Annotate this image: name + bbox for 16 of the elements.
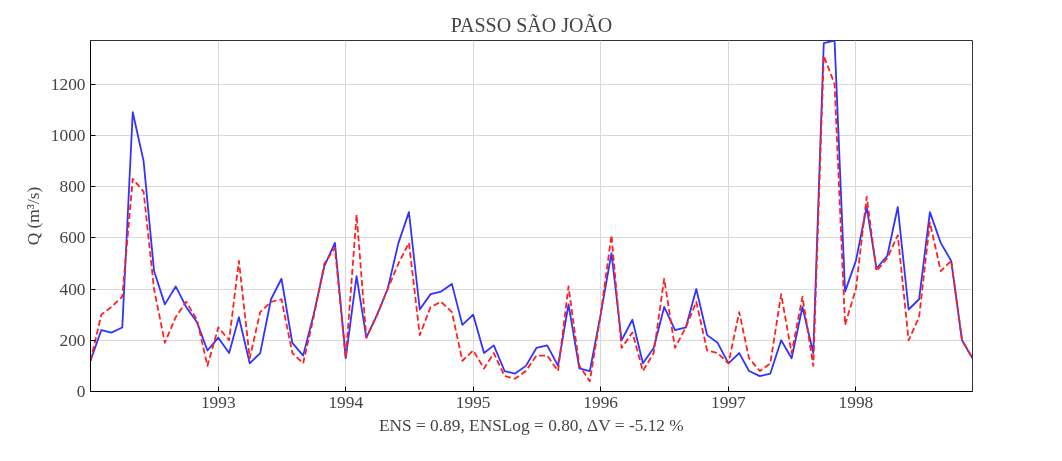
x-tick-label: 1994 <box>328 392 364 412</box>
y-tick-label: 200 <box>59 330 86 350</box>
y-tick-label: 400 <box>59 279 86 299</box>
x-tick-label: 1997 <box>711 392 747 412</box>
chart-title: PASSO SÃO JOÃO <box>450 12 613 36</box>
y-tick-label: 1200 <box>50 74 86 94</box>
x-tick-label: 1996 <box>583 392 619 412</box>
x-tick-label: 1998 <box>838 392 874 412</box>
y-tick-label: 600 <box>59 228 86 248</box>
x-axis-title: ENS = 0.89, ENSLog = 0.80, ΔV = -5.12 % <box>378 415 684 435</box>
y-tick-label: 800 <box>59 177 86 197</box>
y-axis-title: Q (m³/s) <box>23 186 43 246</box>
y-tick-label: 1000 <box>50 125 86 145</box>
x-tick-label: 1993 <box>200 392 236 412</box>
x-tick-label: 1995 <box>455 392 491 412</box>
y-tick-label: 0 <box>76 382 86 401</box>
